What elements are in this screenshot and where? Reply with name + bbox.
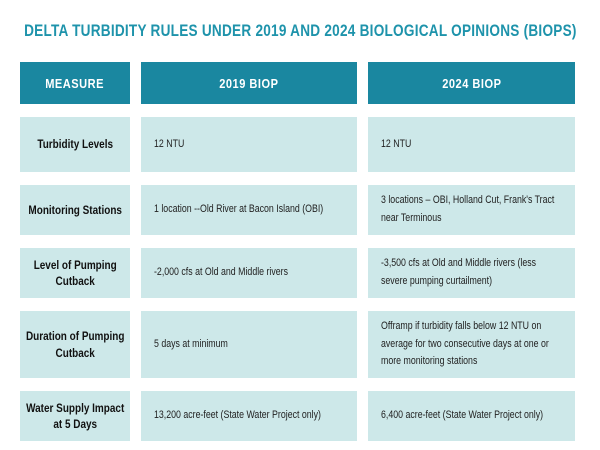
cell-value: 12 NTU bbox=[381, 137, 412, 150]
cell-value: -3,500 cfs at Old and Middle rivers (les… bbox=[381, 257, 537, 287]
row-duration-of-pumping-cutback-2019-value: 5 days at minimum bbox=[141, 311, 357, 378]
measure-label: Monitoring Stations bbox=[28, 202, 122, 217]
cell-value: 13,200 acre-feet (State Water Project on… bbox=[154, 409, 321, 422]
column-header-2024-biop: 2024 BIOP bbox=[368, 62, 575, 104]
row-turbidity-levels-measure: Turbidity Levels bbox=[20, 117, 130, 172]
measure-label: Water Supply Impact at 5 Days bbox=[25, 400, 125, 431]
measure-label: Level of Pumping Cutback bbox=[33, 257, 117, 288]
row-water-supply-impact-2024-value: 6,400 acre-feet (State Water Project onl… bbox=[368, 391, 575, 441]
row-level-of-pumping-cutback-measure: Level of Pumping Cutback bbox=[20, 248, 130, 298]
column-header-2019-biop: 2019 BIOP bbox=[141, 62, 357, 104]
measure-label: Duration of Pumping Cutback bbox=[25, 329, 125, 360]
column-header-label: 2024 BIOP bbox=[441, 75, 502, 91]
cell-value: Offramp if turbidity falls below 12 NTU … bbox=[381, 320, 549, 368]
cell-value: 5 days at minimum bbox=[154, 337, 228, 350]
column-header-measure: MEASURE bbox=[20, 62, 130, 104]
page-title: DELTA TURBIDITY RULES UNDER 2019 AND 202… bbox=[23, 21, 577, 40]
measure-label: Turbidity Levels bbox=[37, 137, 113, 152]
row-water-supply-impact-2019-value: 13,200 acre-feet (State Water Project on… bbox=[141, 391, 357, 441]
row-turbidity-levels-2024-value: 12 NTU bbox=[368, 117, 575, 172]
row-monitoring-stations-2019-value: 1 location --Old River at Bacon Island (… bbox=[141, 185, 357, 235]
cell-value: -2,000 cfs at Old and Middle rivers bbox=[154, 266, 289, 279]
column-header-label: 2019 BIOP bbox=[219, 75, 279, 91]
comparison-table: MEASURE 2019 BIOP 2024 BIOP Turbidity Le… bbox=[20, 62, 580, 441]
cell-value: 6,400 acre-feet (State Water Project onl… bbox=[381, 409, 544, 422]
row-duration-of-pumping-cutback-measure: Duration of Pumping Cutback bbox=[20, 311, 130, 378]
row-monitoring-stations-2024-value: 3 locations – OBI, Holland Cut, Frank's … bbox=[368, 185, 575, 235]
cell-value: 1 location --Old River at Bacon Island (… bbox=[154, 203, 324, 216]
cell-value: 12 NTU bbox=[154, 137, 185, 150]
row-duration-of-pumping-cutback-2024-value: Offramp if turbidity falls below 12 NTU … bbox=[368, 311, 575, 378]
row-level-of-pumping-cutback-2019-value: -2,000 cfs at Old and Middle rivers bbox=[141, 248, 357, 298]
row-turbidity-levels-2019-value: 12 NTU bbox=[141, 117, 357, 172]
row-monitoring-stations-measure: Monitoring Stations bbox=[20, 185, 130, 235]
cell-value: 3 locations – OBI, Holland Cut, Frank's … bbox=[381, 194, 555, 224]
row-water-supply-impact-measure: Water Supply Impact at 5 Days bbox=[20, 391, 130, 441]
title-bar: DELTA TURBIDITY RULES UNDER 2019 AND 202… bbox=[0, 0, 600, 62]
row-level-of-pumping-cutback-2024-value: -3,500 cfs at Old and Middle rivers (les… bbox=[368, 248, 575, 298]
column-header-label: MEASURE bbox=[45, 75, 105, 91]
